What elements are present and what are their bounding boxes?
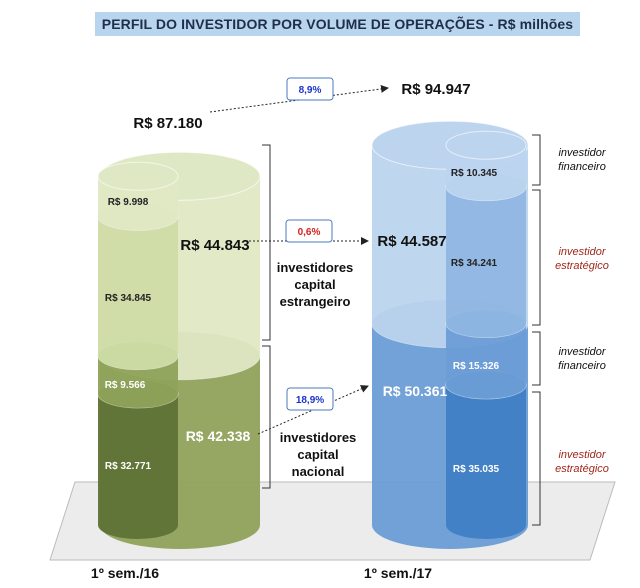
- side-label-financeiro-2-line1: investidor: [558, 346, 606, 358]
- group-side-label-estrangeiro-line2: capital: [294, 277, 335, 292]
- group-side-label-nacional: investidores capital nacional: [280, 430, 357, 479]
- category-label-2016: 1º sem./16: [91, 565, 159, 581]
- side-label-estrategico-2-line1: investidor: [558, 449, 606, 461]
- side-label-financeiro-1-line1: investidor: [558, 147, 606, 159]
- bracket-2017-estrategico-est: [532, 189, 541, 326]
- chart-title: PERFIL DO INVESTIDOR POR VOLUME DE OPERA…: [101, 16, 574, 32]
- bracket-2016-estrangeiro: [262, 144, 271, 341]
- change-label-nacional: 18,9%: [296, 395, 324, 406]
- side-label-financeiro-1: investidor financeiro: [558, 147, 607, 173]
- group-side-label-estrangeiro: investidores capital estrangeiro: [277, 260, 354, 309]
- cylinder-2017-breakdown: [445, 130, 527, 539]
- segment-label-2016-estr-nac: R$ 32.771: [105, 461, 152, 472]
- segment-label-2017-estr-nac: R$ 35.035: [453, 464, 500, 475]
- change-box-total: 8,9%: [286, 77, 334, 101]
- segment-label-2017-fin-est: R$ 10.345: [451, 168, 498, 179]
- bar-2016-financeiro-nacional: [98, 355, 178, 408]
- cylinder-2016-breakdown: [97, 161, 179, 539]
- bar-2016-estrategico-nacional: [98, 393, 178, 539]
- change-label-total: 8,9%: [299, 85, 322, 96]
- segment-label-2016-estr-est: R$ 34.845: [105, 293, 152, 304]
- side-label-financeiro-1-line2: financeiro: [558, 161, 606, 173]
- bar-2016-estrategico-estrangeiro: [98, 216, 178, 370]
- side-label-estrategico-1: investidor estratégico: [555, 246, 609, 272]
- bar-2017-financeiro-nacional: [446, 323, 526, 399]
- side-label-financeiro-2-line2: financeiro: [558, 360, 606, 372]
- side-label-estrategico-2: investidor estratégico: [555, 449, 609, 475]
- bar-2017-estrategico-estrangeiro: [446, 186, 526, 338]
- total-label-2016: R$ 87.180: [133, 115, 202, 132]
- side-label-estrategico-1-line1: investidor: [558, 246, 606, 258]
- group-label-2017-estrangeiro: R$ 44.587: [377, 233, 446, 250]
- bar-2017-financeiro-estrangeiro: [446, 145, 526, 201]
- segment-label-2016-fin-nac: R$ 9.566: [105, 380, 146, 391]
- change-label-estrangeiro: 0,6%: [298, 227, 321, 238]
- group-label-2017-nacional: R$ 50.361: [383, 383, 448, 399]
- change-box-nacional: 18,9%: [286, 387, 334, 411]
- side-label-financeiro-2: investidor financeiro: [558, 346, 607, 372]
- group-side-label-nacional-line2: capital: [297, 447, 338, 462]
- category-label-2017: 1º sem./17: [364, 565, 432, 581]
- bar-2016-financeiro-estrangeiro-top: [97, 161, 179, 191]
- group-side-label-nacional-line3: nacional: [292, 464, 345, 479]
- side-label-estrategico-1-line2: estratégico: [555, 260, 609, 272]
- bar-2017-estrategico-nacional: [446, 384, 526, 539]
- group-label-2016-nacional: R$ 42.338: [186, 428, 251, 444]
- group-label-2016-estrangeiro: R$ 44.843: [180, 237, 249, 254]
- change-box-estrangeiro: 0,6%: [285, 219, 333, 243]
- segment-label-2017-fin-nac: R$ 15.326: [453, 361, 500, 372]
- total-label-2017: R$ 94.947: [401, 81, 470, 98]
- chart-title-box: PERFIL DO INVESTIDOR POR VOLUME DE OPERA…: [95, 12, 580, 36]
- segment-label-2017-estr-est: R$ 34.241: [451, 258, 498, 269]
- group-side-label-estrangeiro-line3: estrangeiro: [280, 294, 351, 309]
- group-side-label-nacional-line1: investidores: [280, 430, 357, 445]
- bar-2017-financeiro-estrangeiro-top: [445, 130, 527, 160]
- bracket-2017-financeiro-est: [532, 134, 541, 186]
- group-side-label-estrangeiro-line1: investidores: [277, 260, 354, 275]
- bracket-2017-financeiro-nac: [532, 331, 541, 386]
- bracket-2016-nacional: [262, 345, 271, 489]
- bracket-2017-estrategico-nac: [532, 391, 541, 526]
- side-label-estrategico-2-line2: estratégico: [555, 463, 609, 475]
- bar-2016-financeiro-estrangeiro: [98, 176, 178, 231]
- segment-label-2016-fin-est: R$ 9.998: [108, 197, 149, 208]
